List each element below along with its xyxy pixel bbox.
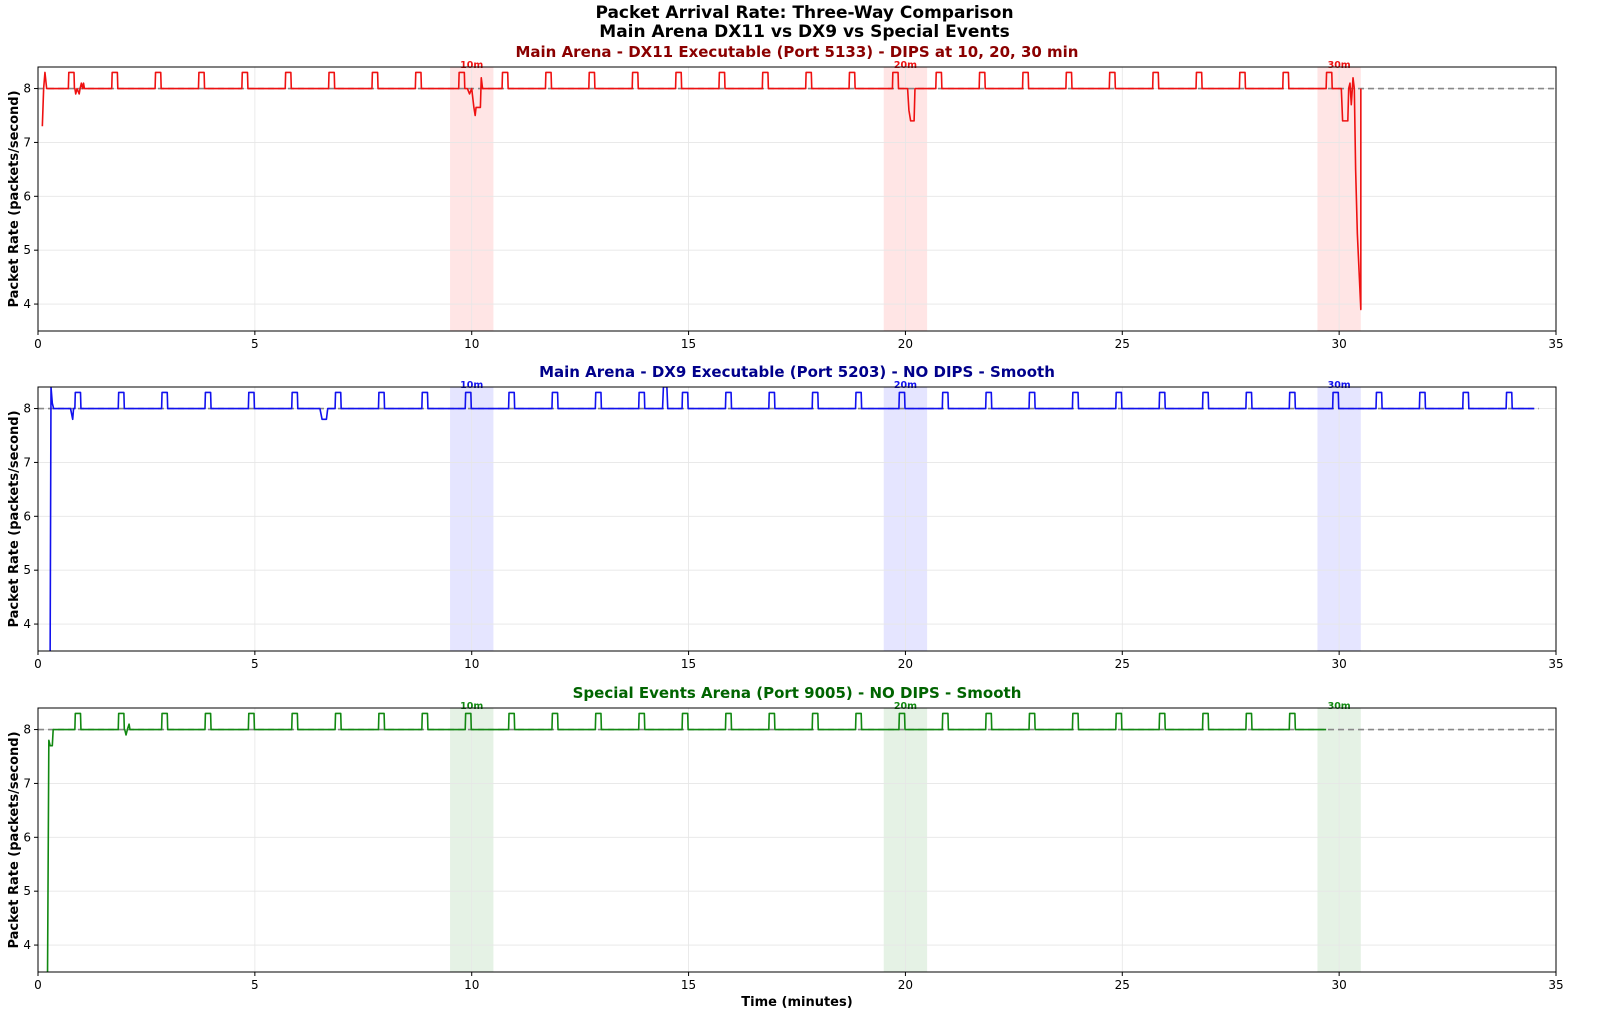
x-tick-label: 15 [681, 978, 696, 992]
figure-title: Packet Arrival Rate: Three-Way Compariso… [595, 3, 1014, 23]
y-tick-label: 6 [23, 830, 31, 844]
x-axis-label: Time (minutes) [741, 995, 852, 1010]
band-label: 10m [460, 380, 483, 391]
x-tick-label: 20 [898, 657, 913, 671]
y-axis-label: Packet Rate (packets/second) [7, 410, 22, 627]
series-line [46, 712, 1327, 972]
x-tick-label: 30 [1332, 337, 1347, 351]
series-line [49, 387, 1535, 651]
y-tick-label: 7 [23, 776, 31, 790]
y-tick-label: 8 [23, 82, 31, 96]
x-tick-label: 25 [1115, 337, 1130, 351]
x-tick-label: 35 [1548, 337, 1563, 351]
x-tick-label: 35 [1548, 657, 1563, 671]
x-tick-label: 5 [251, 337, 259, 351]
band-label: 10m [460, 701, 483, 712]
y-tick-label: 5 [23, 884, 31, 898]
band-label: 30m [1328, 60, 1351, 71]
x-tick-label: 30 [1332, 978, 1347, 992]
x-tick-label: 25 [1115, 657, 1130, 671]
y-tick-label: 4 [23, 297, 31, 311]
band-label: 20m [894, 60, 917, 71]
y-tick-label: 8 [23, 723, 31, 737]
x-tick-label: 10 [464, 657, 479, 671]
x-tick-label: 15 [681, 657, 696, 671]
x-tick-label: 15 [681, 337, 696, 351]
y-tick-label: 7 [23, 455, 31, 469]
band-label: 30m [1328, 701, 1351, 712]
x-tick-label: 20 [898, 978, 913, 992]
x-tick-label: 5 [251, 657, 259, 671]
band-label: 20m [894, 701, 917, 712]
chart-title: Main Arena - DX11 Executable (Port 5133)… [515, 43, 1078, 61]
x-tick-label: 20 [898, 337, 913, 351]
y-tick-label: 6 [23, 509, 31, 523]
y-axis-label: Packet Rate (packets/second) [7, 731, 22, 948]
band-label: 10m [460, 60, 483, 71]
band-label: 20m [894, 380, 917, 391]
y-tick-label: 7 [23, 135, 31, 149]
chart-title: Main Arena - DX9 Executable (Port 5203) … [539, 363, 1055, 381]
y-tick-label: 5 [23, 563, 31, 577]
x-tick-label: 5 [251, 978, 259, 992]
y-tick-label: 5 [23, 243, 31, 257]
x-tick-label: 35 [1548, 978, 1563, 992]
axes-frame [37, 707, 1557, 973]
series-line [41, 71, 1362, 311]
y-axis-label: Packet Rate (packets/second) [7, 90, 22, 307]
y-tick-label: 8 [23, 402, 31, 416]
x-tick-label: 0 [34, 978, 42, 992]
y-tick-label: 4 [23, 617, 31, 631]
band-label: 30m [1328, 380, 1351, 391]
x-tick-label: 25 [1115, 978, 1130, 992]
x-tick-label: 30 [1332, 657, 1347, 671]
chart-title: Special Events Arena (Port 9005) - NO DI… [573, 684, 1022, 702]
axes-frame [37, 66, 1557, 332]
axes-frame [37, 386, 1557, 652]
x-tick-label: 10 [464, 978, 479, 992]
y-tick-label: 6 [23, 189, 31, 203]
x-tick-label: 10 [464, 337, 479, 351]
y-tick-label: 4 [23, 938, 31, 952]
figure-subtitle: Main Arena DX11 vs DX9 vs Special Events [599, 22, 1010, 42]
x-tick-label: 0 [34, 337, 42, 351]
x-tick-label: 0 [34, 657, 42, 671]
